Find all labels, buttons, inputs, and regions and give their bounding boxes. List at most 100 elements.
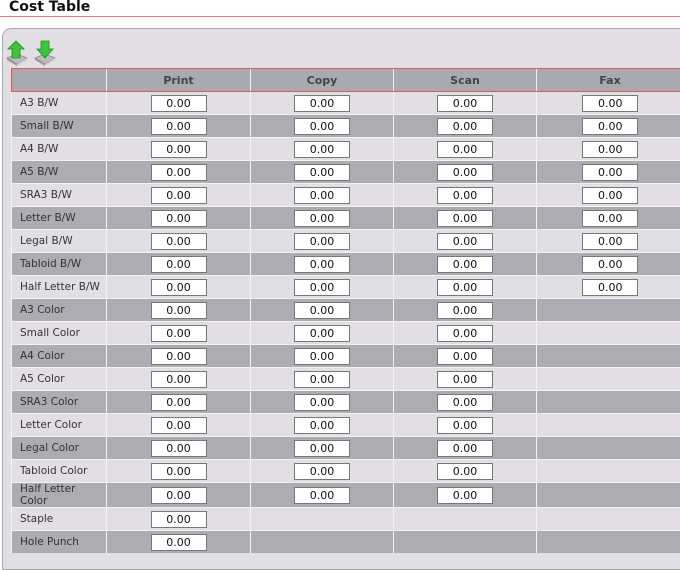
cell-scan: 0.00 [394,437,537,460]
cell-copy: 0.00 [251,161,394,184]
cell-fax: 0.00 [537,184,680,207]
fax-cost-input[interactable]: 0.00 [582,256,638,273]
scan-cost-input[interactable]: 0.00 [437,371,493,388]
scan-cost-input[interactable]: 0.00 [437,348,493,365]
copy-cost-input[interactable]: 0.00 [294,440,350,457]
cell-fax [537,299,680,322]
copy-cost-input[interactable]: 0.00 [294,463,350,480]
print-cost-input[interactable]: 0.00 [151,463,207,480]
cell-scan: 0.00 [394,253,537,276]
print-cost-input[interactable]: 0.00 [151,348,207,365]
print-cost-input[interactable]: 0.00 [151,210,207,227]
scan-cost-input[interactable]: 0.00 [437,302,493,319]
row-label: Small B/W [12,115,107,138]
print-cost-input[interactable]: 0.00 [151,233,207,250]
column-header-fax: Fax [537,69,680,92]
fax-cost-input[interactable]: 0.00 [582,279,638,296]
scan-cost-input[interactable]: 0.00 [437,417,493,434]
scan-cost-input[interactable]: 0.00 [437,210,493,227]
cell-print: 0.00 [107,184,251,207]
table-row: A5 B/W 0.00 0.00 0.00 0.00 [12,161,680,184]
copy-cost-input[interactable]: 0.00 [294,279,350,296]
copy-cost-input[interactable]: 0.00 [294,210,350,227]
cell-copy: 0.00 [251,391,394,414]
fax-cost-input[interactable]: 0.00 [582,210,638,227]
print-cost-input[interactable]: 0.00 [151,440,207,457]
row-label: Staple [12,508,107,531]
copy-cost-input[interactable]: 0.00 [294,141,350,158]
print-cost-input[interactable]: 0.00 [151,141,207,158]
scan-cost-input[interactable]: 0.00 [437,394,493,411]
print-cost-input[interactable]: 0.00 [151,187,207,204]
print-cost-input[interactable]: 0.00 [151,394,207,411]
scan-cost-input[interactable]: 0.00 [437,187,493,204]
cell-fax [537,460,680,483]
title-divider [0,16,680,17]
page-title: Cost Table [9,0,90,15]
copy-cost-input[interactable]: 0.00 [294,417,350,434]
print-cost-input[interactable]: 0.00 [151,279,207,296]
print-cost-input[interactable]: 0.00 [151,256,207,273]
scan-cost-input[interactable]: 0.00 [437,325,493,342]
cell-scan: 0.00 [394,483,537,508]
cell-copy: 0.00 [251,184,394,207]
fax-cost-input[interactable]: 0.00 [582,118,638,135]
scan-cost-input[interactable]: 0.00 [437,164,493,181]
print-cost-input[interactable]: 0.00 [151,511,207,528]
copy-cost-input[interactable]: 0.00 [294,487,350,504]
copy-cost-input[interactable]: 0.00 [294,348,350,365]
fax-cost-input[interactable]: 0.00 [582,233,638,250]
print-cost-input[interactable]: 0.00 [151,417,207,434]
copy-cost-input[interactable]: 0.00 [294,187,350,204]
upload-arrow-icon[interactable] [5,40,29,66]
cell-fax: 0.00 [537,230,680,253]
print-cost-input[interactable]: 0.00 [151,95,207,112]
scan-cost-input[interactable]: 0.00 [437,279,493,296]
copy-cost-input[interactable]: 0.00 [294,371,350,388]
scan-cost-input[interactable]: 0.00 [437,118,493,135]
row-label: SRA3 B/W [12,184,107,207]
table-row: Tabloid B/W 0.00 0.00 0.00 0.00 [12,253,680,276]
column-header-scan: Scan [394,69,537,92]
scan-cost-input[interactable]: 0.00 [437,141,493,158]
cell-scan: 0.00 [394,368,537,391]
scan-cost-input[interactable]: 0.00 [437,95,493,112]
row-label: A3 Color [12,299,107,322]
copy-cost-input[interactable]: 0.00 [294,302,350,319]
copy-cost-input[interactable]: 0.00 [294,164,350,181]
fax-cost-input[interactable]: 0.00 [582,187,638,204]
row-label: SRA3 Color [12,391,107,414]
copy-cost-input[interactable]: 0.00 [294,95,350,112]
print-cost-input[interactable]: 0.00 [151,534,207,551]
cell-scan: 0.00 [394,161,537,184]
print-cost-input[interactable]: 0.00 [151,325,207,342]
row-label: Letter B/W [12,207,107,230]
copy-cost-input[interactable]: 0.00 [294,233,350,250]
print-cost-input[interactable]: 0.00 [151,487,207,504]
print-cost-input[interactable]: 0.00 [151,164,207,181]
scan-cost-input[interactable]: 0.00 [437,463,493,480]
cell-copy: 0.00 [251,92,394,115]
fax-cost-input[interactable]: 0.00 [582,141,638,158]
scan-cost-input[interactable]: 0.00 [437,487,493,504]
table-row: Staple 0.00 [12,508,680,531]
copy-cost-input[interactable]: 0.00 [294,118,350,135]
scan-cost-input[interactable]: 0.00 [437,233,493,250]
copy-cost-input[interactable]: 0.00 [294,256,350,273]
copy-cost-input[interactable]: 0.00 [294,325,350,342]
cell-scan: 0.00 [394,207,537,230]
print-cost-input[interactable]: 0.00 [151,302,207,319]
cell-fax [537,414,680,437]
cell-fax: 0.00 [537,138,680,161]
cell-print: 0.00 [107,138,251,161]
row-label: Legal Color [12,437,107,460]
fax-cost-input[interactable]: 0.00 [582,164,638,181]
print-cost-input[interactable]: 0.00 [151,118,207,135]
scan-cost-input[interactable]: 0.00 [437,256,493,273]
fax-cost-input[interactable]: 0.00 [582,95,638,112]
table-row: A3 B/W 0.00 0.00 0.00 0.00 [12,92,680,115]
copy-cost-input[interactable]: 0.00 [294,394,350,411]
scan-cost-input[interactable]: 0.00 [437,440,493,457]
download-arrow-icon[interactable] [33,40,57,66]
print-cost-input[interactable]: 0.00 [151,371,207,388]
